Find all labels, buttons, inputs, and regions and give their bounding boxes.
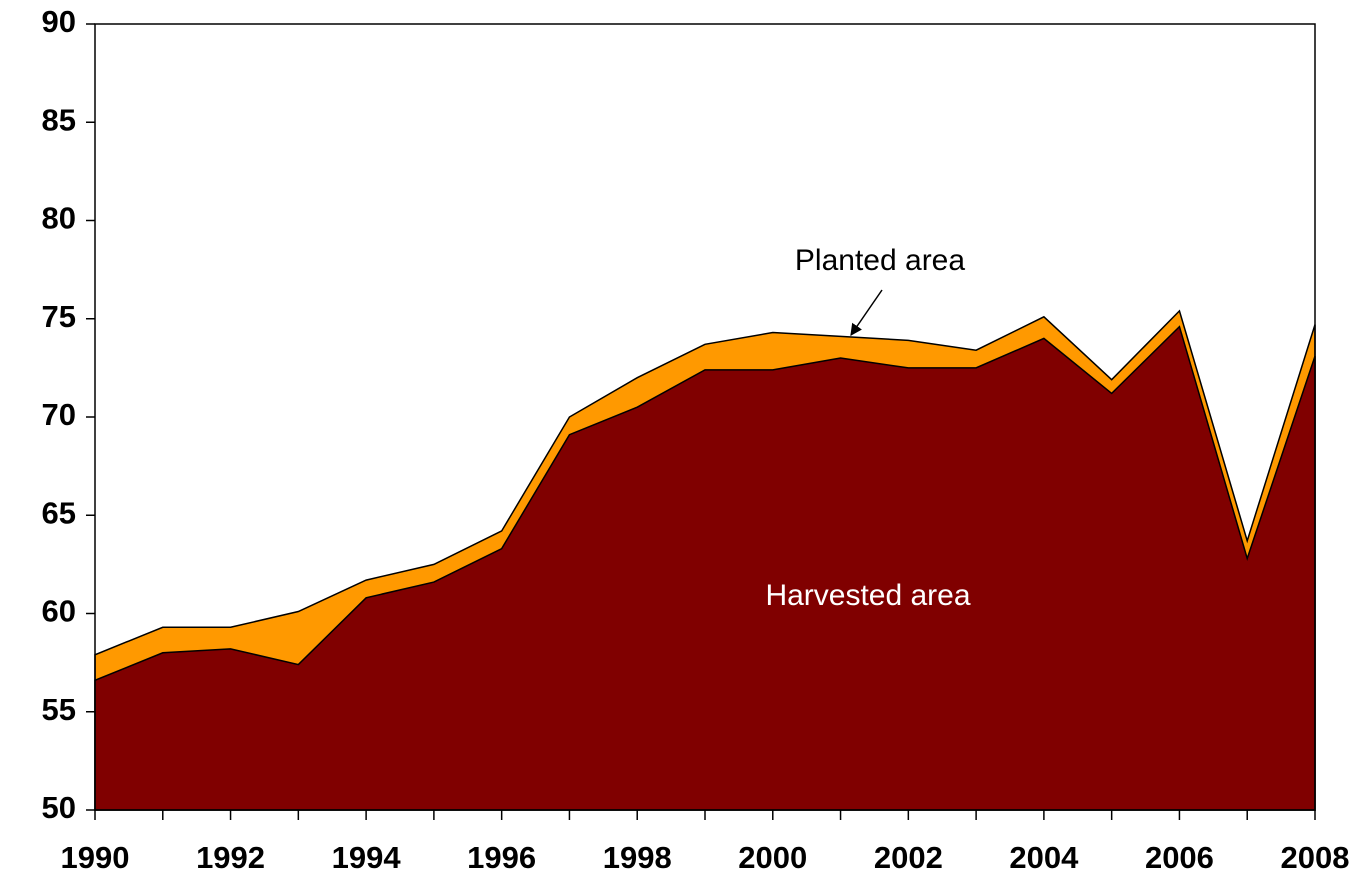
x-tick-label: 1998: [603, 840, 672, 875]
y-tick-label: 90: [42, 4, 76, 39]
y-tick-label: 70: [42, 397, 76, 432]
x-tick-label: 1990: [61, 840, 130, 875]
y-tick-label: 85: [42, 102, 76, 137]
x-tick-label: 1994: [332, 840, 402, 875]
y-tick-label: 80: [42, 201, 76, 236]
y-tick-label: 65: [42, 495, 76, 530]
x-tick-label: 1992: [196, 840, 265, 875]
x-tick-label: 1996: [467, 840, 536, 875]
annotation: Planted area: [795, 244, 965, 277]
x-tick-label: 2008: [1281, 840, 1350, 875]
annotation: Harvested area: [765, 579, 970, 612]
x-tick-label: 2004: [1009, 840, 1079, 875]
y-tick-label: 55: [42, 692, 76, 727]
annotation-arrow: [850, 289, 883, 336]
y-tick-label: 50: [42, 790, 76, 825]
y-tick-label: 60: [42, 594, 76, 629]
x-tick-label: 2002: [874, 840, 943, 875]
y-tick-label: 75: [42, 299, 76, 334]
x-tick-label: 2000: [738, 840, 807, 875]
x-tick-label: 2006: [1145, 840, 1214, 875]
area: [94, 325, 1316, 811]
